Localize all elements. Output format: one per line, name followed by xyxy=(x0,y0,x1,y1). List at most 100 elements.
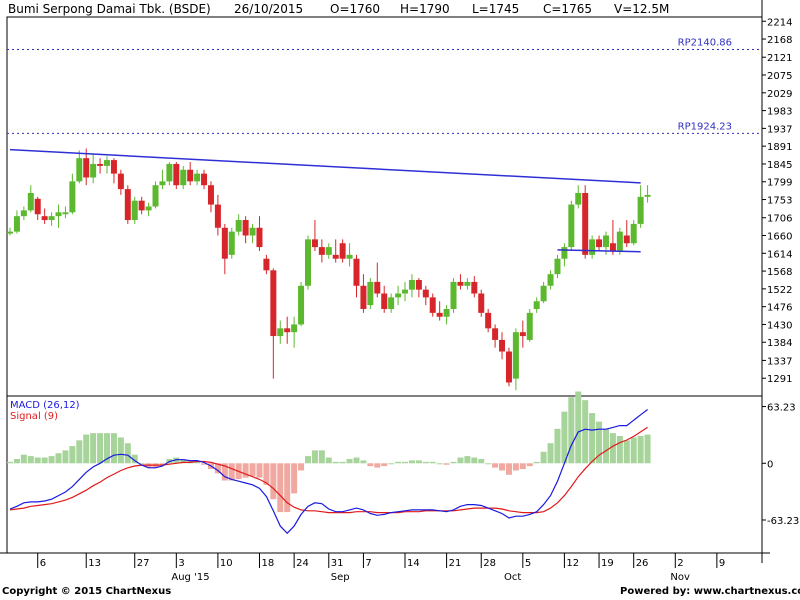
macd-histogram-bar xyxy=(318,450,325,464)
x-month-label: Nov xyxy=(670,572,690,583)
macd-histogram-bar xyxy=(492,463,499,468)
candle-body xyxy=(609,243,616,251)
macd-histogram-bar xyxy=(284,463,291,513)
macd-histogram-bar xyxy=(526,463,533,467)
x-tick-label: 3 xyxy=(178,558,184,569)
macd-histogram-bar xyxy=(443,463,450,465)
macd-histogram-bar xyxy=(388,463,395,465)
macd-histogram-bar xyxy=(304,456,311,464)
candle-body xyxy=(561,247,568,259)
macd-line xyxy=(9,409,648,535)
candle-body xyxy=(457,281,464,286)
x-tick-label: 31 xyxy=(331,558,344,569)
candle-body xyxy=(221,227,228,259)
macd-histogram-bar xyxy=(110,433,117,464)
candle-body xyxy=(512,332,519,379)
macd-histogram-bar xyxy=(616,436,623,464)
candle-body xyxy=(145,206,152,211)
y-tick-label: 1937 xyxy=(767,124,792,135)
macd-y-tick-label: -63.23 xyxy=(767,516,799,527)
trendline xyxy=(557,249,641,253)
candle-body xyxy=(214,204,221,228)
macd-y-tick-label: 0 xyxy=(767,459,773,470)
x-tick-label: 19 xyxy=(601,558,614,569)
macd-histogram-bar xyxy=(533,461,540,464)
macd-histogram-bar xyxy=(499,463,506,471)
y-tick-label: 1845 xyxy=(767,160,792,171)
candle-body xyxy=(256,227,263,248)
candle-body xyxy=(360,285,367,309)
candle-body xyxy=(499,339,506,352)
header-close: C=1765 xyxy=(543,2,592,16)
macd-histogram-bar xyxy=(325,457,332,464)
candle-body xyxy=(436,312,443,317)
candle-body xyxy=(388,297,395,309)
x-tick-label: 12 xyxy=(566,558,579,569)
candle-body xyxy=(298,285,305,325)
candle-body xyxy=(429,297,436,313)
macd-histogram-bar xyxy=(41,457,48,464)
macd-histogram-bar xyxy=(346,458,353,464)
candle-body xyxy=(55,212,62,217)
candle-body xyxy=(104,160,111,166)
macd-histogram-bar xyxy=(117,437,124,464)
candle-body xyxy=(353,258,360,286)
y-tick-label: 1753 xyxy=(767,196,792,207)
macd-histogram-bar xyxy=(436,463,443,465)
x-tick-label: 26 xyxy=(636,558,649,569)
macd-histogram-bar xyxy=(104,433,111,464)
x-tick-label: 24 xyxy=(296,558,309,569)
y-tick-label: 2214 xyxy=(767,17,792,28)
candle-body xyxy=(554,258,561,275)
macd-histogram-bar xyxy=(62,450,69,464)
macd-histogram-bar xyxy=(228,463,235,481)
candle-body xyxy=(201,173,208,186)
footer-copyright: Copyright © 2015 ChartNexus xyxy=(2,586,172,597)
macd-histogram-bar xyxy=(83,434,90,464)
candle-body xyxy=(415,279,422,290)
reference-line-label: RP2140.86 xyxy=(678,38,732,49)
macd-histogram-bar xyxy=(34,457,41,464)
candle-body xyxy=(138,200,145,211)
macd-histogram-bar xyxy=(13,458,20,464)
macd-histogram-bar xyxy=(381,463,388,467)
candle-body xyxy=(62,212,69,215)
candle-body xyxy=(48,216,55,221)
macd-histogram-bar xyxy=(429,461,436,464)
candle-body xyxy=(568,204,575,248)
x-tick-label: 21 xyxy=(449,558,462,569)
candle-body xyxy=(644,194,651,197)
macd-histogram-bar xyxy=(97,433,104,464)
macd-histogram-bar xyxy=(408,460,415,464)
candle-body xyxy=(623,235,630,244)
macd-histogram-bar xyxy=(353,457,360,464)
y-tick-label: 1384 xyxy=(767,338,792,349)
y-tick-label: 1983 xyxy=(767,107,792,118)
candle-body xyxy=(27,192,34,211)
y-tick-label: 2168 xyxy=(767,35,792,46)
header-open: O=1760 xyxy=(330,2,381,16)
header-high: H=1790 xyxy=(400,2,450,16)
y-tick-label: 1522 xyxy=(767,285,792,296)
x-month-label: Aug '15 xyxy=(171,572,209,583)
macd-histogram-bar xyxy=(519,463,526,470)
candle-body xyxy=(242,220,249,236)
signal-line xyxy=(9,426,648,514)
macd-histogram-bar xyxy=(20,454,27,464)
macd-histogram-bar xyxy=(422,461,429,464)
candle-body xyxy=(616,231,623,251)
candle-body xyxy=(547,274,554,286)
macd-histogram-bar xyxy=(194,461,201,464)
candle-body xyxy=(235,220,242,232)
macd-histogram-bar xyxy=(589,413,596,464)
macd-histogram-bar xyxy=(547,443,554,464)
candle-body xyxy=(630,223,637,244)
macd-histogram-bar xyxy=(27,456,34,464)
macd-histogram-bar xyxy=(221,463,228,481)
macd-histogram-bar xyxy=(55,453,62,464)
macd-histogram-bar xyxy=(464,456,471,464)
macd-histogram-bar xyxy=(367,463,374,467)
candle-body xyxy=(367,281,374,306)
candle-body xyxy=(90,163,97,178)
